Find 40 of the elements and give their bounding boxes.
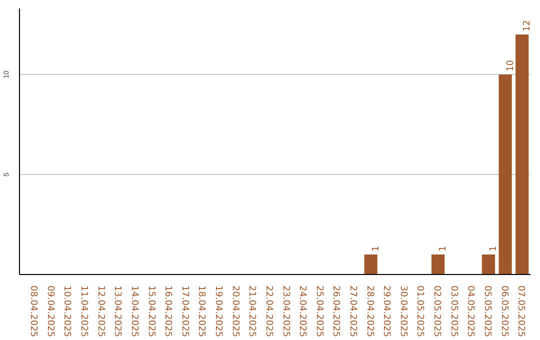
bar <box>482 254 496 274</box>
data-label: 10 <box>506 60 516 72</box>
x-tick-label: 20.04.2025 <box>230 286 240 338</box>
bar <box>516 34 529 274</box>
x-tick-label: 25.04.2025 <box>314 286 324 338</box>
x-tick-label: 14.04.2025 <box>128 286 139 338</box>
x-tick-label: 17.04.2025 <box>179 286 190 338</box>
data-label: 12 <box>522 20 533 32</box>
data-label: 1 <box>371 246 382 252</box>
x-tick-label: 28.04.2025 <box>364 286 374 338</box>
x-tick-label: 12.04.2025 <box>95 286 106 338</box>
bar <box>364 254 378 274</box>
x-tick-label: 01.05.2025 <box>414 286 425 338</box>
bar <box>498 74 512 274</box>
x-tick-label: 05.05.2025 <box>482 286 492 338</box>
x-tick-label: 27.04.2025 <box>348 286 358 338</box>
x-tick-label: 03.05.2025 <box>448 286 458 338</box>
x-tick-label: 29.04.2025 <box>381 286 392 338</box>
bar <box>431 254 445 274</box>
x-tick-label: 18.04.2025 <box>196 286 206 338</box>
x-tick-label: 04.05.2025 <box>465 286 476 338</box>
x-tick-label: 24.04.2025 <box>297 286 308 338</box>
x-tick-label: 15.04.2025 <box>146 286 156 338</box>
x-tick-label: 06.05.2025 <box>498 286 509 338</box>
x-tick-label: 09.04.2025 <box>44 286 55 338</box>
x-tick-label: 30.04.2025 <box>398 286 408 338</box>
x-tick-label: 07.05.2025 <box>516 286 526 338</box>
x-tick-label: 16.04.2025 <box>162 286 173 338</box>
x-tick-label: 19.04.2025 <box>213 286 224 338</box>
data-label: 1 <box>488 246 499 252</box>
x-tick-label: 22.04.2025 <box>263 286 274 338</box>
x-tick-label: 26.04.2025 <box>330 286 341 338</box>
x-tick-label: 10.04.2025 <box>62 286 72 338</box>
x-tick-label: 02.05.2025 <box>432 286 442 338</box>
x-tick-label: 23.04.2025 <box>280 286 290 338</box>
x-tick-label: 11.04.2025 <box>78 286 89 338</box>
x-tick-label: 21.04.2025 <box>246 286 257 338</box>
data-label: 1 <box>438 246 449 252</box>
x-tick-label: 08.04.2025 <box>28 286 38 338</box>
x-tick-label: 13.04.2025 <box>112 286 122 338</box>
